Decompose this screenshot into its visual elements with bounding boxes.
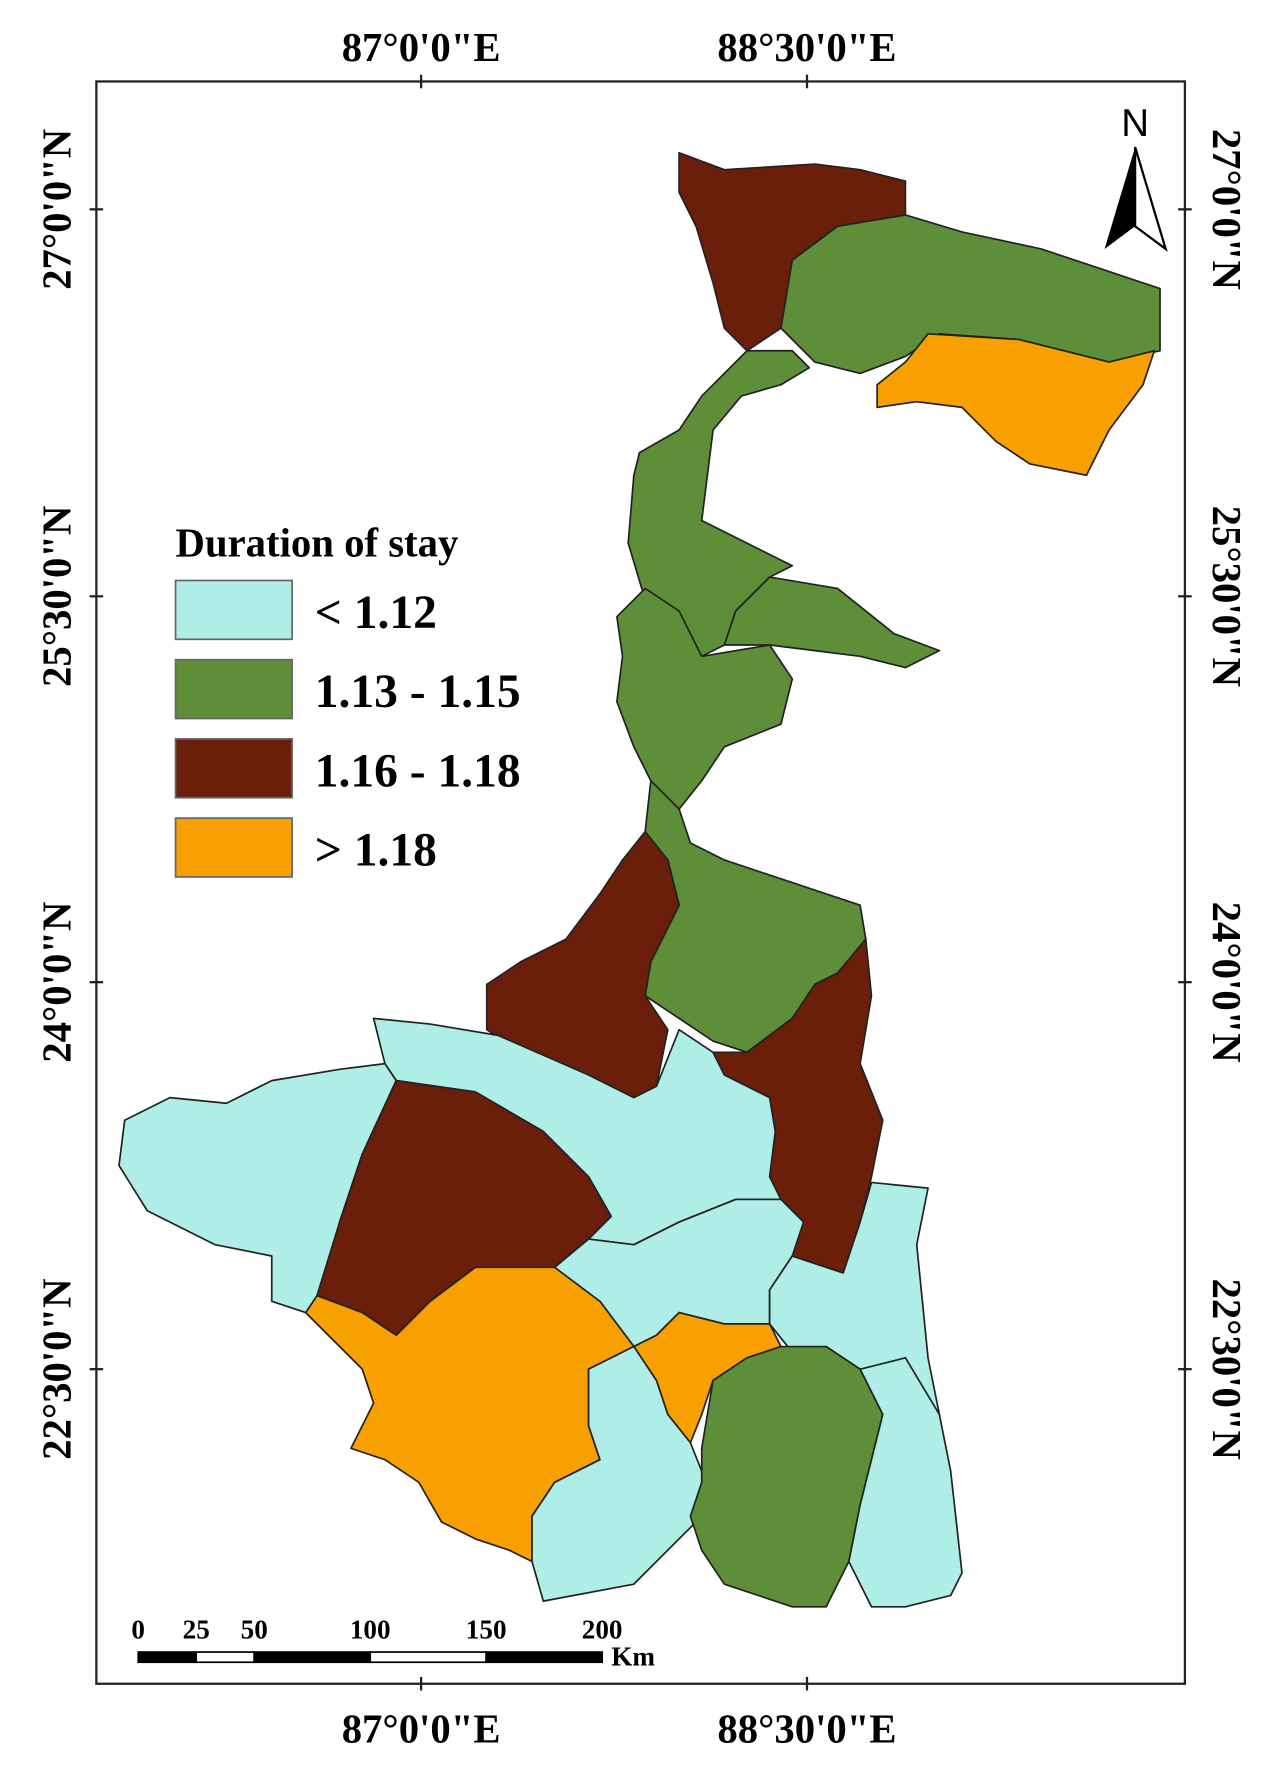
legend-label: > 1.18 [315, 825, 437, 877]
scale-segment [485, 1651, 604, 1664]
north-label: N [1121, 102, 1149, 145]
scale-label: 0 [131, 1614, 145, 1644]
legend-swatch [174, 579, 293, 641]
legend-title: Duration of stay [176, 521, 459, 566]
scale-segment [369, 1651, 488, 1664]
district [531, 1345, 726, 1602]
district [616, 587, 794, 810]
district [689, 1345, 884, 1608]
latitude-label: 25°30'0"N [34, 506, 79, 687]
longitude-label: 87°0'0"E [342, 1707, 501, 1752]
legend-label: 1.13 - 1.15 [315, 666, 521, 718]
district [876, 332, 1156, 477]
longitude-label: 88°30'0"E [717, 1707, 896, 1752]
scale-unit: Km [611, 1642, 655, 1672]
scale-label: 25 [183, 1614, 210, 1644]
legend-swatch [174, 658, 293, 720]
district [768, 1181, 941, 1416]
longitude-label: 88°30'0"E [717, 25, 896, 70]
legend-label: 1.16 - 1.18 [315, 745, 521, 797]
legend-swatch [174, 817, 293, 878]
latitude-label: 27°0'0"N [34, 129, 79, 290]
scale-segment [253, 1651, 372, 1664]
district [723, 576, 941, 669]
latitude-label: 22°30'0"N [1204, 1278, 1249, 1459]
scale-segment [137, 1651, 198, 1664]
district [847, 1357, 963, 1608]
latitude-label: 25°30'0"N [1204, 506, 1249, 687]
scale-label: 150 [466, 1614, 507, 1644]
scale-label: 200 [582, 1614, 623, 1644]
latitude-label: 24°0'0"N [34, 902, 79, 1063]
districts [118, 151, 1161, 1608]
scale-label: 100 [350, 1614, 391, 1644]
latitude-label: 22°30'0"N [34, 1278, 79, 1459]
scale-segment [195, 1651, 256, 1664]
latitude-label: 27°0'0"N [1204, 129, 1249, 290]
longitude-label: 87°0'0"E [342, 25, 501, 70]
legend-swatch [174, 738, 293, 799]
scale-label: 50 [241, 1614, 268, 1644]
latitude-label: 24°0'0"N [1204, 902, 1249, 1063]
legend-label: < 1.12 [315, 587, 437, 639]
